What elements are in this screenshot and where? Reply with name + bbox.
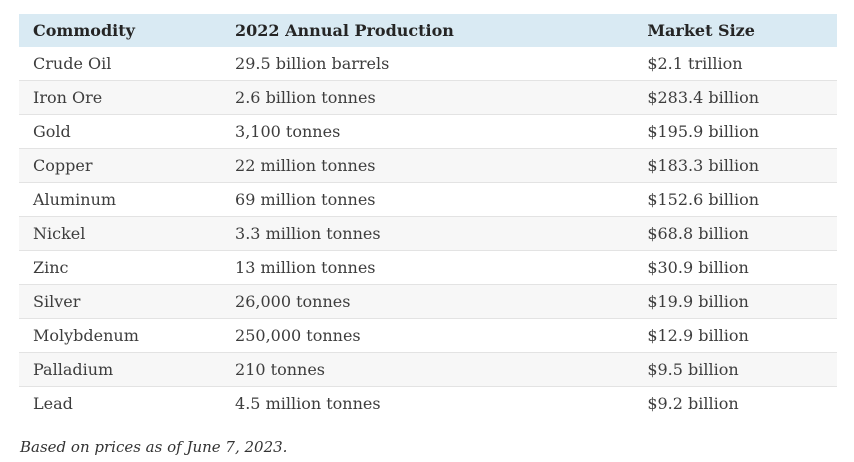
table-row: Gold 3,100 tonnes $195.9 billion	[19, 114, 837, 149]
table-cell-commodity: Crude Oil	[33, 54, 112, 73]
table-cell-market_size: $152.6 billion	[633, 182, 837, 217]
table-cell-production: 4.5 million tonnes	[221, 386, 634, 420]
table-cell-commodity: Zinc	[19, 250, 222, 285]
table-row: Nickel 3.3 million tonnes $68.8 billion	[19, 216, 837, 251]
table-cell-production: 26,000 tonnes	[221, 284, 634, 319]
table-cell-commodity: Gold	[19, 114, 222, 149]
table-cell-commodity: Silver	[19, 284, 222, 319]
table-cell-market_size: $19.9 billion	[633, 284, 837, 319]
header-cell: Market Size	[633, 14, 837, 47]
table-cell-production: 22 million tonnes	[221, 148, 634, 183]
table-row: Iron Ore 2.6 billion tonnes $283.4 billion	[19, 80, 837, 115]
table-cell-production: 69 million tonnes	[221, 182, 634, 217]
commodity-table: Commodity 2022 Annual Production Market Si…	[19, 14, 837, 420]
table-row: Crude Oil 29.5 billion barrels $2.1 trilli…	[19, 47, 837, 81]
table-row: Palladium 210 tonnes $9.5 billion	[19, 352, 837, 387]
table-cell-commodity: Aluminum	[19, 182, 222, 217]
table-cell-production: 3.3 million tonnes	[221, 216, 634, 251]
table-row: Copper 22 million tonnes $183.3 billion	[19, 148, 837, 183]
table-cell-commodity: Lead	[19, 386, 222, 420]
table-cell-commodity: Molybdenum	[19, 318, 222, 353]
footnote: Based on prices as of June 7, 2023.	[20, 438, 288, 456]
table-cell-production: 2.6 billion tonnes	[221, 80, 634, 115]
table-cell-market_size: $2.1 trillion	[647, 54, 743, 73]
table-cell-commodity: Palladium	[19, 352, 222, 387]
table-cell-market_size: $195.9 billion	[633, 114, 837, 149]
table-header: Commodity 2022 Annual Production Market Si…	[19, 14, 837, 47]
header-row: Commodity 2022 Annual Production Market Si…	[19, 14, 837, 47]
table-cell-production: 250,000 tonnes	[221, 318, 634, 353]
table-cell-market_size: $68.8 billion	[633, 216, 837, 251]
table-cell-market_size: $12.9 billion	[633, 318, 837, 353]
table-cell-market_size: $9.5 billion	[633, 352, 837, 387]
table-cell-commodity: Copper	[19, 148, 222, 183]
table-row: Lead 4.5 million tonnes $9.2 billion	[19, 386, 837, 420]
table-cell-commodity: Iron Ore	[19, 80, 222, 115]
table-row: Silver 26,000 tonnes $19.9 billion	[19, 284, 837, 319]
table-row: Molybdenum 250,000 tonnes $12.9 billion	[19, 318, 837, 353]
table-cell-market_size: $183.3 billion	[633, 148, 837, 183]
table-body: Crude Oil 29.5 billion barrels $2.1 trilli…	[19, 47, 837, 420]
table-cell-production: 210 tonnes	[221, 352, 634, 387]
header-cell: 2022 Annual Production	[221, 14, 634, 47]
table-cell-market_size: $283.4 billion	[633, 80, 837, 115]
table-cell-commodity: Nickel	[19, 216, 222, 251]
table-cell-production: 13 million tonnes	[221, 250, 634, 285]
table-cell-market_size: $30.9 billion	[633, 250, 837, 285]
table-cell-market_size: $9.2 billion	[633, 386, 837, 420]
table-cell-production: 29.5 billion barrels	[235, 54, 390, 73]
table-row: Zinc 13 million tonnes $30.9 billion	[19, 250, 837, 285]
table-cell-production: 3,100 tonnes	[221, 114, 634, 149]
table-row: Aluminum 69 million tonnes $152.6 billion	[19, 182, 837, 217]
header-cell: Commodity	[19, 14, 222, 47]
